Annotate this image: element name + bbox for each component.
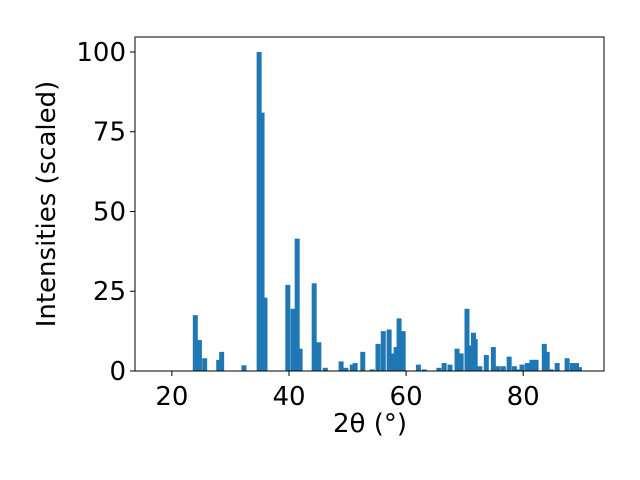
bar [490,347,496,371]
bar [515,369,521,371]
x-axis-label: 2θ (°) [333,409,407,439]
bar [294,238,300,371]
bar [311,283,317,371]
bar [472,339,478,371]
bar [569,363,575,371]
bar [256,51,262,371]
x-tick-label: 80 [507,382,540,412]
bar [322,367,328,371]
bar [441,363,447,371]
bar [375,343,381,371]
bar [541,343,547,371]
x-tick-label: 40 [272,382,305,412]
bar [447,364,453,371]
bar [576,367,582,371]
x-tick-label: 60 [390,382,423,412]
bar [393,347,399,371]
bar [316,342,322,371]
bar [219,351,225,371]
bar [500,366,506,371]
bar [338,361,344,371]
bar [192,315,198,371]
bar [467,345,473,371]
y-tick-label: 50 [93,197,126,227]
bar [554,363,560,371]
bar [259,112,265,371]
bar [421,369,427,371]
bar [464,308,470,371]
bar [352,363,358,371]
bar [495,366,501,371]
bar [519,364,525,371]
bar [369,369,375,371]
plot-frame [134,36,605,372]
bar [458,353,464,371]
bar [454,348,460,371]
bar [548,369,554,371]
bar [533,359,539,371]
y-tick-label: 75 [93,118,126,148]
bar [400,331,406,371]
bar [390,353,396,371]
bar [285,284,291,371]
bar [216,359,222,371]
bar [196,340,202,371]
bar [511,366,517,371]
bar [436,367,442,371]
bar [380,331,386,371]
bar [386,329,392,371]
bar [506,356,512,371]
bar [477,366,483,371]
y-axis-label: Intensities (scaled) [32,81,62,328]
bar [524,363,530,371]
bar [573,363,579,371]
bar [343,367,349,371]
bar [396,318,402,371]
bar [297,348,303,371]
y-tick-label: 25 [93,277,126,307]
y-tick-label: 0 [109,357,126,387]
bar [349,364,355,371]
bar [262,297,268,371]
bar [544,351,550,371]
bar [483,355,489,371]
x-tick-label: 20 [155,382,188,412]
bar [202,358,208,371]
y-tick-label: 100 [76,38,126,68]
bar [241,365,247,371]
bar [290,308,296,371]
bar [415,364,421,371]
bar [529,359,535,371]
bar [564,358,570,371]
bar [360,351,366,371]
